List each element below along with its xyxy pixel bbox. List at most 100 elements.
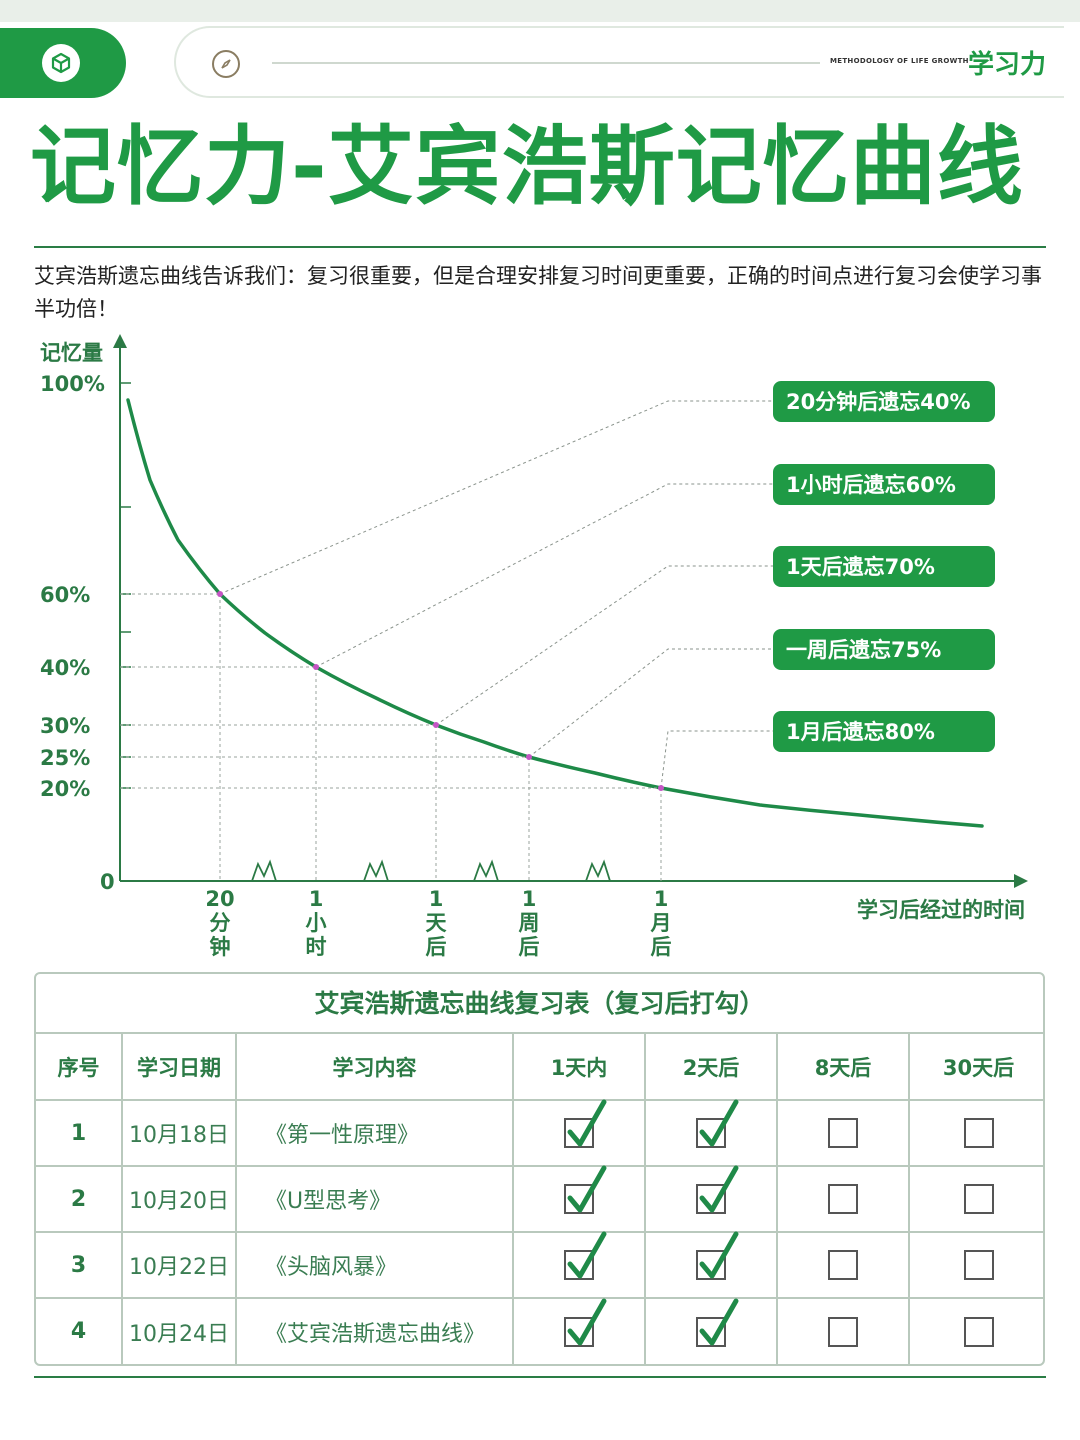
table-row: 2 10月20日 《U型思考》: [36, 1165, 1043, 1233]
review-cell: [645, 1099, 778, 1167]
checked-checkbox-icon[interactable]: [696, 1099, 739, 1148]
table-row: 4 10月24日 《艾宾浩斯遗忘曲线》: [36, 1298, 1043, 1364]
callout-badge: [773, 546, 995, 587]
intro-text: 艾宾浩斯遗忘曲线告诉我们：复习很重要，但是合理安排复习时间更重要，正确的时间点进…: [34, 264, 1042, 321]
x-tick-label: 小: [306, 911, 327, 935]
row-content: 《头脑风暴》: [236, 1232, 514, 1299]
row-number: 4: [36, 1298, 123, 1364]
forgetting-curve-chart: 记忆量100%60%40%30%25%20%020分钟后遗忘40%20分钟1小时…: [40, 334, 1028, 959]
header-cell: 30天后: [909, 1034, 1043, 1101]
review-cell: [777, 1100, 910, 1167]
empty-checkbox-icon[interactable]: [963, 1184, 994, 1214]
row-number: 2: [36, 1166, 123, 1233]
y-tick-label: 25%: [40, 746, 90, 770]
row-date: 10月20日: [122, 1166, 237, 1233]
data-point: [217, 591, 223, 597]
x-tick-label: 时: [306, 935, 327, 959]
forgetting-curve-line: [126, 398, 984, 828]
callout-label: 20分钟后遗忘40%: [786, 390, 971, 414]
axis-break-mark: [363, 859, 389, 882]
row-number: 1: [36, 1100, 123, 1167]
callout-badge: [773, 629, 995, 670]
review-cell: [777, 1298, 910, 1364]
x-tick-label: 1: [429, 887, 444, 911]
review-cell: [645, 1165, 778, 1233]
empty-checkbox-icon[interactable]: [828, 1316, 858, 1347]
empty-checkbox-icon[interactable]: [828, 1250, 858, 1280]
review-cell: [513, 1099, 646, 1167]
header-cell: 学习日期: [122, 1034, 237, 1101]
review-cell: [513, 1231, 646, 1299]
callout-leader: [435, 565, 775, 726]
callout-badge: [773, 464, 995, 505]
x-tick-label: 1: [654, 887, 669, 911]
row-number: 3: [36, 1232, 123, 1299]
cube-icon: [42, 44, 80, 82]
x-tick-label: 1: [309, 887, 324, 911]
header-cell: 学习内容: [236, 1034, 514, 1101]
empty-checkbox-icon[interactable]: [828, 1184, 858, 1214]
header-divider: [272, 62, 820, 64]
checked-checkbox-icon[interactable]: [696, 1298, 739, 1347]
data-point: [658, 785, 664, 791]
checked-checkbox-icon[interactable]: [564, 1298, 607, 1347]
y-tick-label: 0: [100, 870, 115, 894]
table-title: 艾宾浩斯遗忘曲线复习表（复习后打勾）: [36, 974, 1043, 1034]
row-date: 10月22日: [122, 1232, 237, 1299]
header-cell: 序号: [36, 1034, 123, 1101]
title-divider: [34, 246, 1046, 248]
page-title: 记忆力-艾宾浩斯记忆曲线: [30, 117, 1024, 217]
empty-checkbox-icon[interactable]: [828, 1118, 858, 1148]
header-subtitle: METHODOLOGY OF LIFE GROWTH: [830, 57, 969, 65]
review-cell: [513, 1165, 646, 1233]
checked-checkbox-icon[interactable]: [564, 1231, 607, 1280]
x-tick-label: 天: [426, 911, 448, 935]
review-cell: [645, 1231, 778, 1299]
y-tick-label: 60%: [40, 583, 90, 607]
axis-break-mark: [251, 859, 277, 882]
data-point: [433, 722, 439, 728]
x-tick-label: 月: [650, 911, 672, 935]
review-cell: [909, 1100, 1043, 1167]
empty-checkbox-icon[interactable]: [963, 1316, 994, 1347]
callout-label: 1小时后遗忘60%: [786, 473, 956, 497]
review-cell: [909, 1166, 1043, 1233]
row-date: 10月24日: [122, 1298, 237, 1364]
x-tick-label: 1: [522, 887, 537, 911]
y-tick-label: 20%: [40, 777, 90, 801]
callout-leader: [528, 648, 775, 758]
callout-label: 1月后遗忘80%: [786, 720, 935, 744]
review-table: 艾宾浩斯遗忘曲线复习表（复习后打勾） 序号 学习日期 学习内容 1天内 2天后 …: [34, 972, 1045, 1366]
x-axis-arrow: [1014, 874, 1028, 888]
review-cell: [513, 1298, 646, 1364]
header-brand: 学习力: [968, 50, 1047, 80]
checked-checkbox-icon[interactable]: [564, 1165, 607, 1214]
header-cell: 1天内: [513, 1034, 646, 1101]
row-date: 10月18日: [122, 1100, 237, 1167]
checked-checkbox-icon[interactable]: [696, 1231, 739, 1280]
callout-label: 一周后遗忘75%: [786, 638, 941, 662]
checked-checkbox-icon[interactable]: [564, 1099, 607, 1148]
review-cell: [777, 1232, 910, 1299]
checked-checkbox-icon[interactable]: [696, 1165, 739, 1214]
callout-leader: [219, 400, 775, 595]
x-tick-label: 分: [210, 911, 231, 935]
x-tick-label: 后: [651, 935, 672, 959]
y-tick-label: 30%: [40, 714, 90, 738]
header-cell: 8天后: [777, 1034, 910, 1101]
callout-badge: [773, 381, 995, 422]
table-header-row: 序号 学习日期 学习内容 1天内 2天后 8天后 30天后: [36, 1034, 1043, 1101]
callout-leader: [315, 483, 775, 668]
row-content: 《第一性原理》: [236, 1100, 514, 1167]
empty-checkbox-icon[interactable]: [963, 1250, 994, 1280]
x-tick-label: 钟: [210, 935, 231, 959]
y-axis-title: 记忆量: [40, 341, 103, 365]
compass-icon[interactable]: [212, 50, 240, 78]
x-tick-label: 后: [519, 935, 540, 959]
logo-badge[interactable]: [0, 28, 126, 98]
callout-label: 1天后遗忘70%: [786, 555, 935, 579]
empty-checkbox-icon[interactable]: [963, 1118, 994, 1148]
table-row: 3 10月22日 《头脑风暴》: [36, 1231, 1043, 1299]
bottom-divider: [34, 1376, 1046, 1378]
header-cell: 2天后: [645, 1034, 778, 1101]
